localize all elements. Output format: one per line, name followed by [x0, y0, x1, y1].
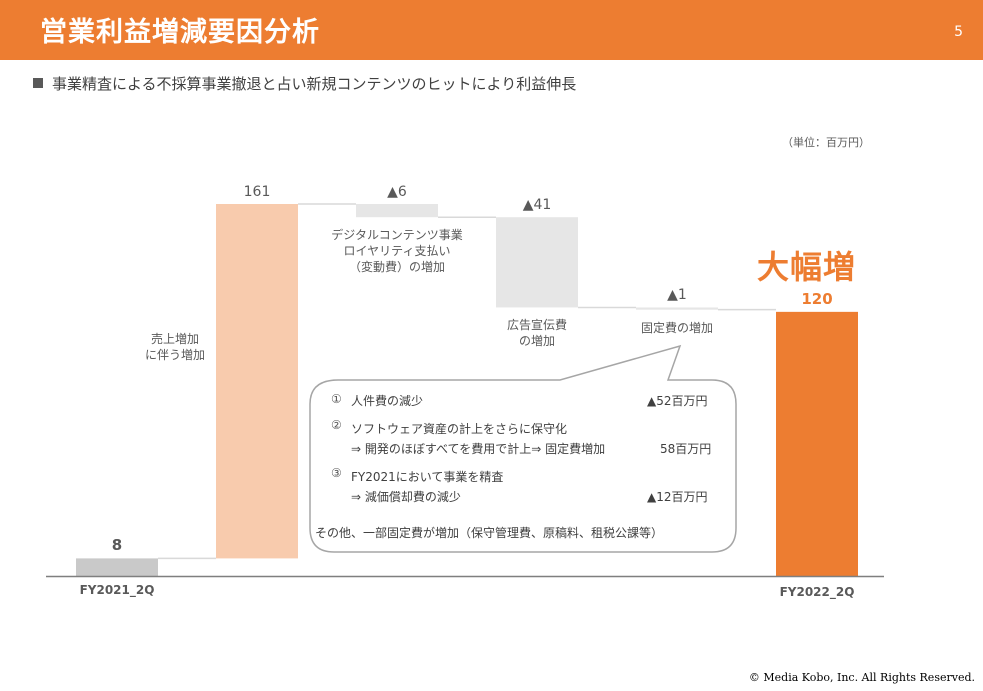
callout-item-3-text-2: ⇒ 減価償却費の減少: [351, 490, 461, 504]
bar-3: [356, 204, 438, 218]
step-note-line: （変動費）の増加: [348, 260, 445, 275]
step-note-4: 広告宣伝費 の増加: [466, 317, 608, 349]
x-tick-label-1: FY2021_2Q: [79, 583, 155, 597]
callout-item-3-num: ③: [331, 466, 342, 480]
callout-item-1-amount: ▲52百万円: [647, 394, 708, 408]
x-tick-label-6: FY2022_2Q: [779, 585, 855, 599]
callout-item-2-amount: 58百万円: [660, 442, 712, 456]
bar-6: [776, 311, 858, 576]
callout-item-1-num: ①: [331, 392, 342, 406]
step-note-line: 売上増加: [150, 332, 199, 346]
bar-4: [496, 217, 578, 308]
square-bullet-icon: [33, 78, 43, 88]
header-bar: 営業利益増減要因分析 5: [0, 0, 983, 60]
callout-bubble: [309, 344, 737, 553]
callout-item-2-num: ②: [331, 418, 342, 432]
data-label-2: 161: [243, 184, 271, 200]
callout-item-2-text-1: ソフトウェア資産の計上をさらに保守化: [351, 422, 568, 436]
step-note-line: ロイヤリティ支払い: [343, 244, 451, 259]
callout-item-3-text-1: FY2021において事業を精査: [351, 470, 504, 484]
emphasis-label: 大幅増: [757, 248, 857, 286]
bar-5: [636, 307, 718, 310]
step-note-2: 売上増加 に伴う増加: [140, 331, 210, 363]
callout-footer: その他、一部固定費が増加（保守管理費、原稿料、租税公課等）: [315, 526, 664, 540]
callout-item-2-text-2: ⇒ 開発のほぼすべてを費用で計上⇒ 固定費増加: [351, 442, 606, 456]
step-note-3: デジタルコンテンツ事業 ロイヤリティ支払い （変動費）の増加: [326, 227, 468, 275]
bar-1: [76, 558, 158, 576]
data-label-5: ▲1: [667, 287, 687, 304]
bar-2: [216, 204, 298, 559]
step-note-line: に伴う増加: [144, 348, 205, 362]
step-note-5: 固定費の増加: [606, 320, 748, 336]
callout-item-3-amount: ▲12百万円: [647, 490, 708, 504]
page-number: 5: [954, 24, 963, 40]
copyright: © Media Kobo, Inc. All Rights Reserved.: [748, 671, 975, 684]
callout-item-1-text: 人件費の減少: [351, 394, 424, 408]
subtitle-text: 事業精査による不採算事業撤退と占い新規コンテンツのヒットにより利益伸長: [52, 75, 577, 93]
data-label-4: ▲41: [522, 197, 552, 214]
data-label-1: 8: [111, 536, 123, 555]
step-note-line: の増加: [518, 334, 555, 349]
unit-label: （単位：百万円）: [782, 136, 870, 149]
step-note-line: 広告宣伝費: [506, 318, 567, 333]
data-label-3: ▲6: [387, 184, 407, 200]
page-title: 営業利益増減要因分析: [40, 17, 320, 48]
subtitle: 事業精査による不採算事業撤退と占い新規コンテンツのヒットにより利益伸長: [33, 73, 576, 94]
data-label-6: 120: [801, 289, 833, 308]
step-note-line: 固定費の増加: [640, 320, 713, 335]
step-note-line: デジタルコンテンツ事業: [331, 228, 463, 243]
